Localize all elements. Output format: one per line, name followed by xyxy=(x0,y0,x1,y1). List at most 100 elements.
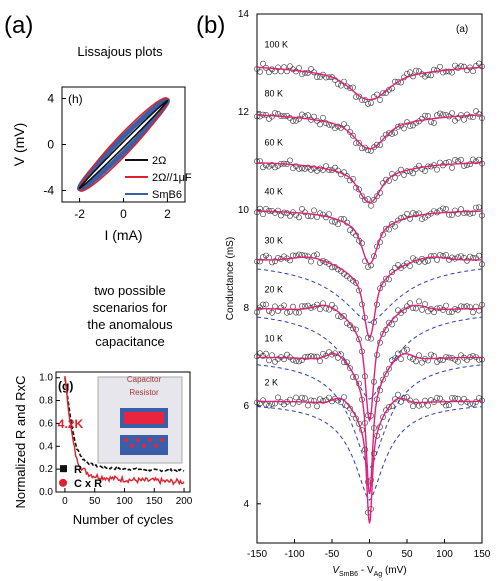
scenario-line: capacitance xyxy=(95,334,165,349)
inset-capacitor-label: Capacitor xyxy=(127,375,162,384)
cond-data-point xyxy=(479,63,485,70)
cond-data-point xyxy=(269,309,275,316)
cond-data-point xyxy=(389,269,395,276)
cond-data-point xyxy=(449,110,455,116)
cond-data-point xyxy=(398,356,404,362)
cond-data-point xyxy=(479,397,485,404)
cond-data-point xyxy=(254,209,260,216)
cond-data-point xyxy=(308,66,314,72)
cond-data-point xyxy=(275,207,281,214)
inset-capacitor-dot xyxy=(136,438,140,442)
cond-data-point xyxy=(416,210,422,217)
cond-data-point xyxy=(386,365,392,372)
cond-data-point xyxy=(407,215,413,222)
cond-data-point xyxy=(275,394,281,401)
cond-data-point xyxy=(365,264,371,270)
cond-data-point xyxy=(350,325,356,332)
cond-data-point xyxy=(446,68,452,75)
cond-data-point xyxy=(359,193,365,199)
cond-data-point xyxy=(413,67,419,74)
cond-data-point xyxy=(443,354,449,360)
inset-capacitor-dot xyxy=(148,438,152,442)
cond-data-point xyxy=(335,221,341,228)
cond-data-point xyxy=(404,346,410,353)
cond-data-point xyxy=(458,156,464,163)
cond-data-point xyxy=(320,167,326,173)
cond-data-point xyxy=(260,397,266,404)
cond-data-point xyxy=(260,60,266,67)
cond-y-tick-label: 12 xyxy=(238,107,250,118)
cond-data-point xyxy=(365,147,371,154)
cond-data-point xyxy=(260,164,266,171)
cond-data-point xyxy=(395,261,401,268)
cond-data-point xyxy=(386,226,392,233)
cond-data-point xyxy=(263,301,269,308)
cond-data-point xyxy=(347,129,353,135)
cond-y-tick-label: 10 xyxy=(238,205,250,216)
cond-data-point xyxy=(386,86,392,93)
cond-data-point xyxy=(305,112,311,119)
cond-data-point xyxy=(257,304,263,311)
cond-data-point xyxy=(467,161,473,168)
cond-data-point xyxy=(422,168,428,174)
cond-data-point xyxy=(266,402,272,409)
lissajous-title: Lissajous plots xyxy=(77,44,163,59)
lissajous-x-tick-label: 2 xyxy=(164,207,171,221)
cond-data-point xyxy=(386,404,392,410)
cond-temp-label: 20 K xyxy=(265,284,284,294)
cond-data-point xyxy=(455,65,461,71)
cond-data-point xyxy=(455,210,461,217)
cond-data-point xyxy=(443,206,449,212)
lissajous-legend-label: 2Ω xyxy=(152,155,166,167)
cond-fit-line xyxy=(257,66,482,101)
cond-data-point xyxy=(404,210,410,217)
cond-data-point xyxy=(326,394,332,401)
cond-data-point xyxy=(281,356,287,363)
cond-data-point xyxy=(392,129,398,136)
r-chart-x-tick-label: 150 xyxy=(146,496,163,507)
cond-data-point xyxy=(473,158,479,165)
cond-data-point xyxy=(458,399,464,406)
cond-data-point xyxy=(479,261,485,268)
cond-data-point xyxy=(395,350,401,357)
cond-data-point xyxy=(386,319,392,326)
cond-x-tick-label: -50 xyxy=(325,549,340,560)
cond-data-point xyxy=(356,336,362,343)
cond-data-point xyxy=(368,202,374,209)
cond-data-point xyxy=(257,158,263,164)
cond-data-point xyxy=(263,350,269,357)
cond-fit-line xyxy=(256,114,483,150)
cond-data-point xyxy=(281,302,287,309)
cond-data-point xyxy=(302,70,308,76)
cond-data-point xyxy=(473,204,479,211)
cond-data-point xyxy=(320,397,326,404)
cond-data-point xyxy=(284,309,290,316)
cond-data-point xyxy=(434,358,440,365)
cond-data-point xyxy=(464,111,470,118)
cond-data-point xyxy=(374,193,380,200)
r-chart-series-C-x-R xyxy=(64,375,185,486)
cond-data-point xyxy=(410,170,416,177)
cond-data-point xyxy=(323,352,329,359)
cond-data-point xyxy=(428,253,434,259)
cond-data-point xyxy=(479,212,485,219)
cond-data-point xyxy=(290,118,296,124)
cond-data-point xyxy=(470,156,476,163)
panel-b-label: (b) xyxy=(196,12,226,39)
cond-data-point xyxy=(476,252,482,259)
cond-data-point xyxy=(443,159,449,166)
cond-temp-label: 40 K xyxy=(265,186,284,196)
cond-data-point xyxy=(341,312,347,319)
cond-data-point xyxy=(401,171,407,178)
cond-data-point xyxy=(395,78,401,85)
cond-data-point xyxy=(344,173,350,180)
cond-data-point xyxy=(260,301,266,308)
cond-data-point xyxy=(371,196,377,203)
cond-temp-label: 60 K xyxy=(265,137,284,147)
cond-data-point xyxy=(314,251,320,258)
cond-x-tick-label: -150 xyxy=(247,549,267,560)
scenario-line: the anomalous xyxy=(87,317,173,332)
cond-fit-line xyxy=(257,397,482,524)
cond-data-point xyxy=(338,82,344,89)
cond-data-point xyxy=(254,353,260,360)
